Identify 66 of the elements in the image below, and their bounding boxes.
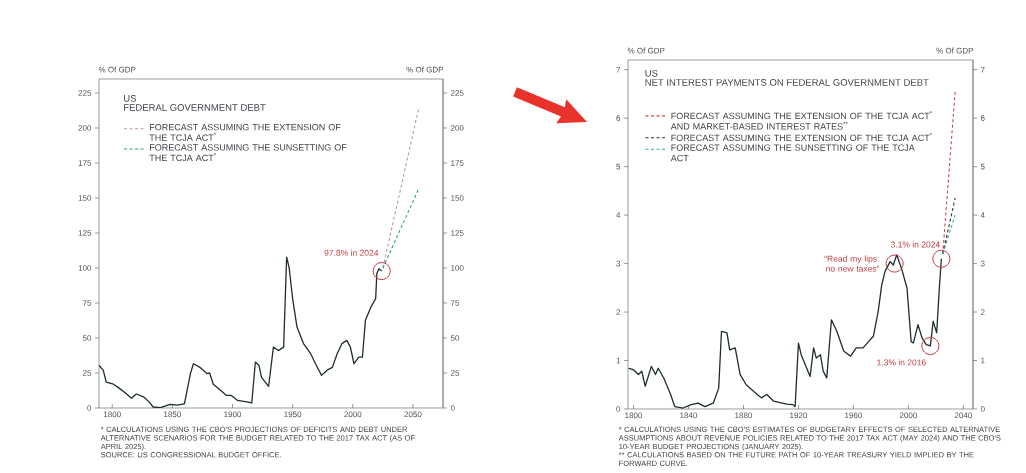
- y-tick-label: 6: [616, 115, 621, 121]
- y-tick-label: 1: [616, 357, 621, 364]
- y2-tick-label: 0: [450, 405, 455, 411]
- y-tick-label: 4: [616, 212, 621, 218]
- y-axis-title: % Of GDP: [98, 66, 136, 73]
- legend-label: FORECAST ASSUMING THE SUNSETTING OF THE TCJA ACT: [670, 144, 915, 162]
- y-tick-label: 7: [616, 66, 621, 73]
- y2-tick-label: 150: [451, 195, 464, 201]
- y-tick-label: 5: [616, 163, 621, 170]
- annotation: 1.3% in 2016: [877, 359, 926, 366]
- y2-tick-label: 7: [980, 66, 985, 73]
- y-axis-title: % Of GDP: [627, 47, 665, 54]
- legend-label: FORECAST ASSUMING THE EXTENSION OF THE TCJA ACT$^{*}$: [149, 123, 341, 141]
- y2-tick-label: 75: [450, 300, 460, 306]
- x-tick-label: 1840: [680, 412, 698, 419]
- y2-tick-label: 125: [451, 230, 464, 236]
- x-tick-label: 1920: [790, 412, 808, 419]
- annotation: “Read my lips: no new taxes”: [824, 255, 880, 272]
- y-tick-label: 0: [87, 405, 92, 411]
- y2-tick-label: 25: [450, 370, 460, 376]
- y-tick-label: 2: [616, 309, 621, 315]
- y2-tick-label: 1: [981, 357, 985, 364]
- y2-tick-label: 200: [450, 125, 464, 131]
- x-tick-label: 2000: [344, 411, 362, 418]
- y2-tick-label: 4: [980, 212, 985, 218]
- annotation: 97.8% in 2024: [324, 249, 379, 256]
- x-tick-label: 1880: [735, 412, 753, 419]
- y-tick-label: 150: [78, 195, 92, 201]
- legend-label: FORECAST ASSUMING THE SUNSETTING OF THE TCJA ACT$^{*}$: [149, 144, 347, 162]
- x-tick-label: 1960: [845, 412, 862, 419]
- y-tick-label: 3: [616, 260, 621, 267]
- text: US: [645, 69, 658, 77]
- x-tick-label: 1800: [103, 411, 121, 418]
- x-tick-label: 1950: [284, 411, 302, 418]
- y-tick-label: 225: [78, 90, 92, 96]
- y-tick-label: 75: [82, 300, 92, 306]
- y2-tick-label: 2: [980, 309, 985, 315]
- y-tick-label: 125: [78, 230, 92, 236]
- text: US: [124, 94, 137, 102]
- y2-tick-label: 175: [451, 160, 464, 166]
- x-tick-label: 2040: [954, 412, 972, 419]
- x-tick-label: 2000: [899, 412, 917, 419]
- y-tick-label: 100: [78, 265, 92, 271]
- y2-tick-label: 100: [451, 265, 464, 271]
- y2-tick-label: 0: [980, 406, 985, 412]
- y-tick-label: 0: [616, 406, 621, 412]
- y2-axis-title: % Of GDP: [406, 66, 444, 73]
- y2-axis-title: % Of GDP: [936, 47, 974, 54]
- y2-tick-label: 5: [980, 163, 985, 170]
- legend-label: FORECAST ASSUMING THE EXTENSION OF THE TCJA ACT$^{*}$: [671, 133, 932, 142]
- x-tick-label: 2050: [404, 411, 422, 418]
- x-tick-label: 1800: [625, 412, 643, 419]
- text: NET INTEREST PAYMENTS ON FEDERAL GOVERNMENT DEBT: [645, 79, 929, 86]
- text: FEDERAL GOVERNMENT DEBT: [124, 104, 266, 111]
- x-tick-label: 1900: [224, 411, 242, 418]
- y2-tick-label: 6: [980, 115, 985, 121]
- y-tick-label: 50: [82, 335, 92, 341]
- y2-tick-label: 225: [450, 90, 464, 96]
- x-tick-label: 1850: [164, 411, 181, 418]
- y2-tick-label: 3: [980, 260, 985, 267]
- y-tick-label: 200: [78, 125, 92, 131]
- annotation: 3.1% in 2024: [890, 241, 940, 248]
- y-tick-label: 25: [82, 370, 92, 376]
- text: FORECAST ASSUMING THE EXTENSION OF THE TCJA ACT$^{*}$ AND MARKET-BASED INTEREST RATES$^{**}$: [670, 111, 932, 130]
- y2-tick-label: 50: [450, 335, 460, 341]
- y-tick-label: 175: [78, 160, 92, 166]
